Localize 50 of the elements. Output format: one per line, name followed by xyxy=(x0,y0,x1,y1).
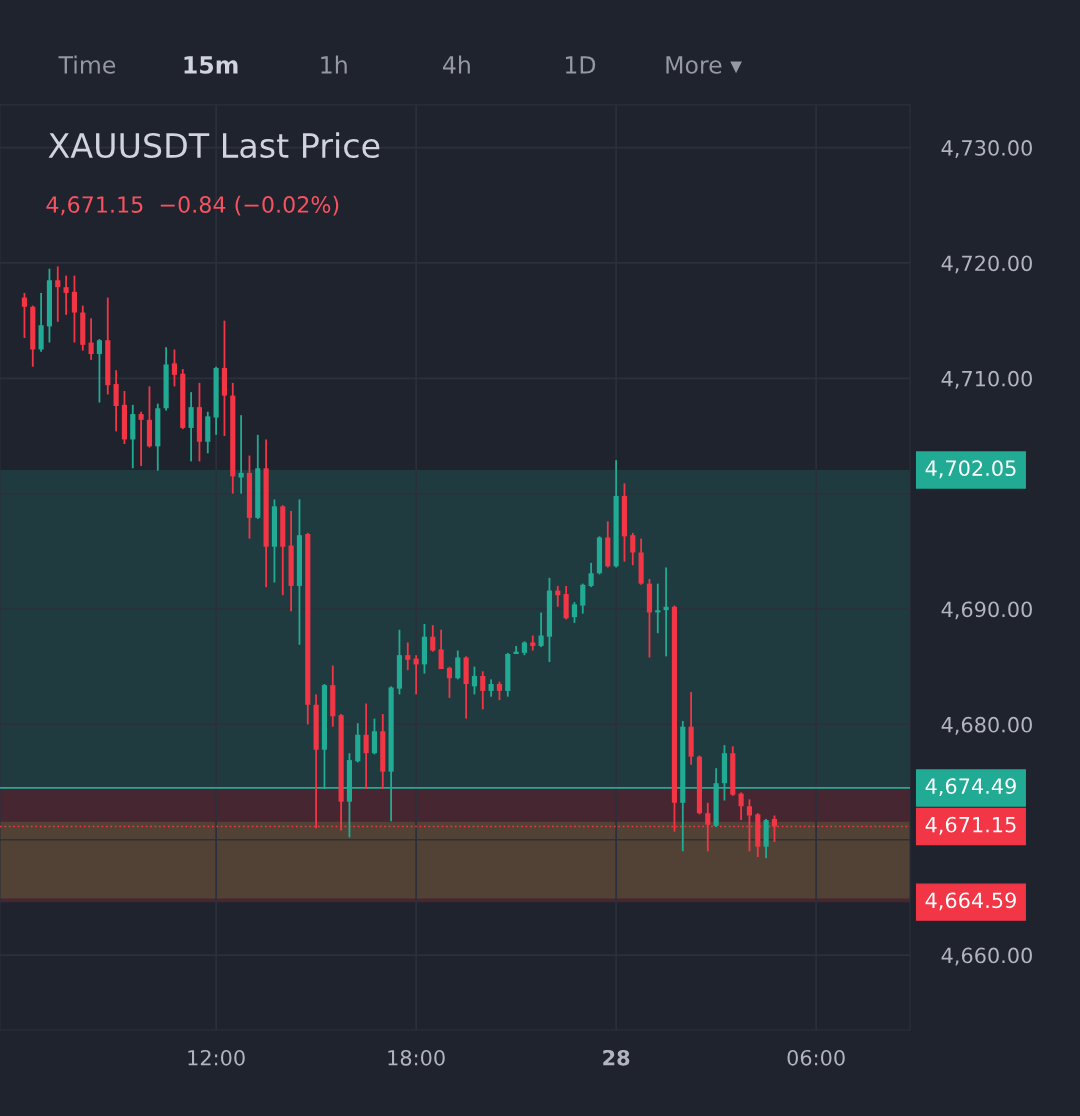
candlestick xyxy=(480,670,486,711)
candlestick xyxy=(430,624,436,653)
candlestick xyxy=(496,680,503,702)
candlestick xyxy=(580,582,586,615)
candlestick xyxy=(438,628,444,670)
y-tick-label: 4,660.00 xyxy=(941,947,1032,966)
x-tick-label: 18:00 xyxy=(388,1049,445,1066)
ref-line-label: 4,674.49 xyxy=(925,778,1016,797)
y-tick-label: 4,730.00 xyxy=(941,140,1032,158)
candlestick xyxy=(188,391,194,463)
candlestick xyxy=(705,801,711,853)
candlestick xyxy=(738,791,744,822)
candlestick xyxy=(363,702,369,790)
candlestick xyxy=(55,265,61,323)
y-tick-label: 4,710.00 xyxy=(941,370,1032,389)
text: Time xyxy=(58,55,116,74)
x-tick-label: 06:00 xyxy=(787,1049,845,1066)
candlestick xyxy=(405,641,411,672)
y-tick-label: 4,720.00 xyxy=(941,255,1032,274)
candlestick xyxy=(238,414,244,495)
y-tick-label: 4,680.00 xyxy=(941,716,1032,735)
candlestick xyxy=(371,717,378,756)
candlestick xyxy=(455,649,461,681)
text: XAUUSDT Last Price xyxy=(48,132,380,159)
candlestick xyxy=(471,665,478,696)
candlestick xyxy=(88,317,94,361)
text: 1D xyxy=(565,56,596,74)
y-tick-label: 4,690.00 xyxy=(941,601,1032,620)
candlestick xyxy=(171,348,178,388)
text: More ▾ xyxy=(666,56,742,74)
text: 1h xyxy=(321,55,347,74)
text: 4,671.15 −0.84 (−0.02%) xyxy=(46,195,339,216)
candlestick xyxy=(630,531,636,567)
ref-line-label: 4,671.15 xyxy=(925,816,1016,835)
candlestick xyxy=(538,611,544,648)
x-tick-label: 12:00 xyxy=(188,1049,245,1066)
candlestick xyxy=(571,601,578,624)
text: 15m xyxy=(184,56,238,74)
candlestick xyxy=(588,561,594,589)
candlestick xyxy=(71,274,78,344)
band-label: 4,664.59 xyxy=(925,892,1016,911)
text: 4h xyxy=(443,55,470,74)
x-tick-label: 28 xyxy=(603,1049,630,1066)
candlestick xyxy=(63,274,69,316)
band-label: 4,702.05 xyxy=(925,460,1016,479)
candlestick xyxy=(138,410,144,467)
candlestick xyxy=(21,292,28,339)
candlestick xyxy=(113,369,119,433)
candlestick xyxy=(446,665,453,699)
candlestick xyxy=(96,338,103,404)
